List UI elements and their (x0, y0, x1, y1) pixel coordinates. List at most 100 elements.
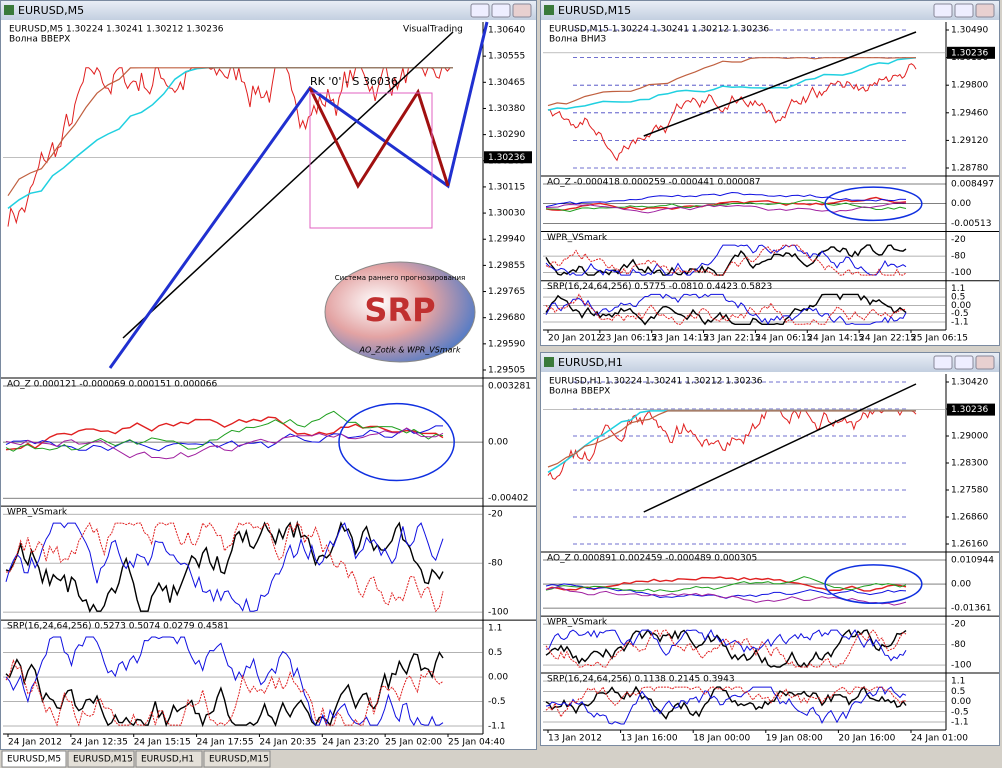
indicator-level-label: -1.1 (488, 722, 506, 732)
wave-label: Волна ВВЕРХ (9, 35, 70, 45)
symbol-info: EURUSD,H1 1.30224 1.30241 1.30212 1.3023… (549, 377, 763, 387)
indicator-level-label: 0.5 (488, 648, 502, 658)
last-price-box (947, 403, 995, 416)
price-label: 1.28780 (951, 164, 988, 174)
price-label: 1.30115 (488, 182, 525, 192)
indicator-level-label: 0.003281 (488, 382, 531, 392)
window-frame (0, 0, 537, 750)
logo-title: SRP (364, 291, 435, 329)
price-label: 1.29000 (951, 432, 988, 442)
window-title: EURUSD,M15 (558, 4, 631, 17)
tab-label: EURUSD,M15 (73, 755, 133, 765)
indicator-level-label: 0.00 (488, 438, 508, 448)
indicator-level-label: -80 (951, 252, 966, 262)
indicator-line (545, 686, 906, 718)
window-icon (4, 5, 14, 15)
price-label: 1.30380 (488, 104, 525, 114)
window-frame (540, 0, 1000, 346)
window-tab[interactable] (135, 750, 203, 768)
close-button[interactable] (975, 355, 995, 370)
logo-footer: AO_Zotik & WPR_VSmark (359, 346, 461, 355)
wave-annotation: RK '0' - S 36036 (310, 75, 398, 88)
trend-line (122, 31, 454, 339)
chart-window: EURUSD,H11.304201.297001.290001.283001.2… (540, 352, 1000, 746)
minimize-button[interactable] (933, 3, 953, 18)
time-label: 20 Jan 16:00 (838, 734, 895, 744)
minimize-button[interactable] (933, 355, 953, 370)
trend-line (643, 383, 917, 513)
price-label: 1.30640 (488, 26, 525, 36)
time-label: 24 Jan 20:35 (259, 738, 316, 748)
time-label: 25 Jan 02:00 (385, 738, 442, 748)
indicator-line (545, 191, 907, 208)
indicator-level-label: -20 (488, 510, 503, 520)
close-button[interactable] (975, 3, 995, 18)
indicator-name: AO_Z 0.000121 -0.000069 0.000151 0.00006… (7, 380, 217, 390)
indicator-level-label: 0.00 (488, 673, 508, 683)
ma-brown (7, 67, 453, 197)
price-label: 1.29765 (488, 287, 525, 297)
time-label: 18 Jan 00:00 (693, 734, 750, 744)
price-label: 1.27580 (951, 486, 988, 496)
window-title: EURUSD,M5 (18, 4, 84, 17)
indicator-line (6, 522, 444, 613)
maximize-button[interactable] (954, 355, 974, 370)
window-tab[interactable] (1, 750, 67, 768)
indicator-line (5, 650, 444, 728)
price-label: 1.26160 (951, 540, 988, 550)
trend-line (643, 31, 917, 137)
price-series (547, 409, 917, 480)
indicator-line (545, 629, 907, 668)
indicator-level-label: 1.1 (951, 284, 965, 294)
indicator-level-label: -20 (951, 620, 966, 630)
price-label: 1.28300 (951, 459, 988, 469)
window-tab[interactable] (67, 750, 135, 768)
indicator-name: SRP(16,24,64,256) 0.1138 0.2145 0.3943 (547, 675, 735, 685)
time-label: 24 Jan 2012 (8, 738, 62, 748)
price-label: 1.29460 (951, 108, 988, 118)
indicator-level-label: -0.5 (488, 697, 506, 707)
indicator-name: SRP(16,24,64,256) 0.5775 -0.0810 0.4423 … (547, 282, 772, 292)
price-label: 1.29680 (488, 313, 525, 323)
indicator-name: WPR_VSmark (547, 233, 608, 243)
indicator-name: WPR_VSmark (7, 508, 68, 518)
indicator-level-label: -1.1 (951, 718, 969, 728)
price-label: 1.30420 (951, 378, 988, 388)
maximize-button[interactable] (491, 3, 511, 18)
indicator-name: WPR_VSmark (547, 618, 608, 628)
price-label: 1.30030 (488, 209, 525, 219)
indicator-line (5, 658, 444, 727)
indicator-level-label: -100 (951, 661, 972, 671)
wave-zigzag (108, 21, 489, 369)
indicator-level-label: -1.1 (951, 318, 969, 328)
window-icon (544, 357, 554, 367)
maximize-button[interactable] (954, 3, 974, 18)
indicator-level-label: -100 (488, 608, 509, 618)
indicator-line (5, 425, 443, 452)
window-title: EURUSD,H1 (558, 356, 623, 369)
time-label: 24 Jan 17:55 (197, 738, 254, 748)
last-price-label: 1.30236 (488, 153, 525, 163)
close-button[interactable] (512, 3, 532, 18)
tab-label: EURUSD,H1 (141, 755, 194, 765)
window-tab[interactable] (203, 750, 271, 768)
indicator-level-label: 0.5 (951, 293, 965, 303)
indicator-line (5, 427, 444, 460)
indicator-line (545, 628, 907, 669)
indicator-level-label: 0.010944 (951, 556, 994, 566)
target-box (309, 92, 433, 229)
ma-cyan (547, 56, 917, 111)
tab-label: EURUSD,M15 (209, 755, 269, 765)
indicator-line (545, 196, 907, 211)
indicator-line (5, 522, 444, 612)
indicator-level-label: 0.00 (951, 199, 971, 209)
indicator-line (5, 520, 444, 613)
minimize-button[interactable] (470, 3, 490, 18)
time-label: 24 Jan 01:00 (911, 734, 968, 744)
price-label: 1.30465 (488, 78, 525, 88)
indicator-line (545, 202, 907, 214)
time-label: 25 Jan 04:40 (448, 738, 505, 748)
window-frame (540, 352, 1000, 746)
indicator-line (545, 576, 907, 592)
